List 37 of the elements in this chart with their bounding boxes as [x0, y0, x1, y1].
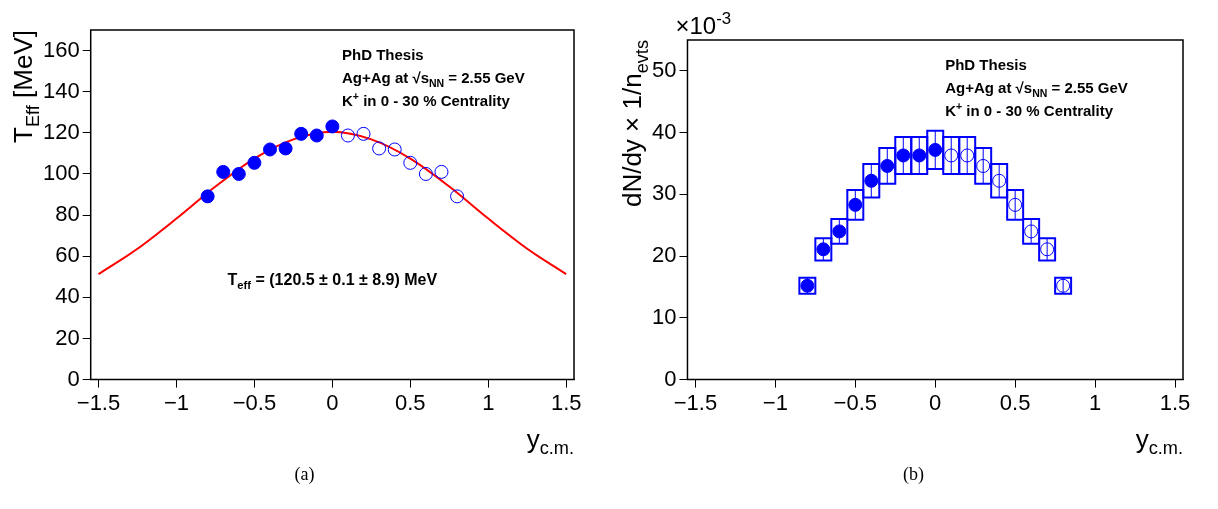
y-tick-label: 40 [651, 118, 677, 144]
x-tick-label: −0.5 [833, 389, 878, 415]
x-tick-label: −1 [762, 389, 788, 415]
x-tick-label: −1 [163, 389, 189, 415]
y-tick-label: 80 [55, 201, 80, 227]
y-tick-label: 30 [651, 180, 677, 206]
x-tick-label: −1.5 [673, 389, 718, 415]
y-tick-label: 0 [67, 365, 80, 391]
y-tick-label: 120 [42, 118, 80, 144]
x-tick-label: −1.5 [76, 389, 121, 415]
text: (a) [293, 464, 316, 485]
y-axis-title: dN/dy × 1/nevts [617, 40, 652, 208]
x-tick-label: 0.5 [999, 389, 1031, 415]
y-tick-label: 100 [42, 160, 80, 186]
annotation: K+ in 0 - 30 % Centrality [945, 100, 1114, 119]
y-tick-label: 20 [55, 324, 80, 350]
x-tick-label: 0 [326, 389, 339, 415]
y-tick-label: 10 [651, 303, 677, 329]
y-tick-label: 20 [651, 242, 677, 268]
x-tick-label: 1.5 [550, 389, 582, 415]
y-tick-label: 140 [42, 77, 80, 103]
y-tick-label: 0 [664, 365, 677, 391]
x-tick-label: −0.5 [232, 389, 277, 415]
y-axis-title: TEff [MeV] [8, 29, 43, 143]
annotation: PhD Thesis [342, 46, 424, 63]
text: (b) [902, 464, 925, 485]
y-tick-label: 40 [55, 283, 80, 309]
annotation: PhD Thesis [945, 56, 1027, 73]
x-tick-label: 1.5 [1159, 389, 1191, 415]
x-tick-label: 0 [929, 389, 942, 415]
x-tick-label: 1 [482, 389, 495, 415]
y-tick-label: 160 [42, 36, 80, 62]
annotation: K+ in 0 - 30 % Centrality [342, 90, 511, 109]
x-tick-label: 0.5 [395, 389, 426, 415]
y-tick-label: 60 [55, 242, 80, 268]
y-tick-label: 50 [651, 56, 677, 82]
x-tick-label: 1 [1088, 389, 1102, 415]
